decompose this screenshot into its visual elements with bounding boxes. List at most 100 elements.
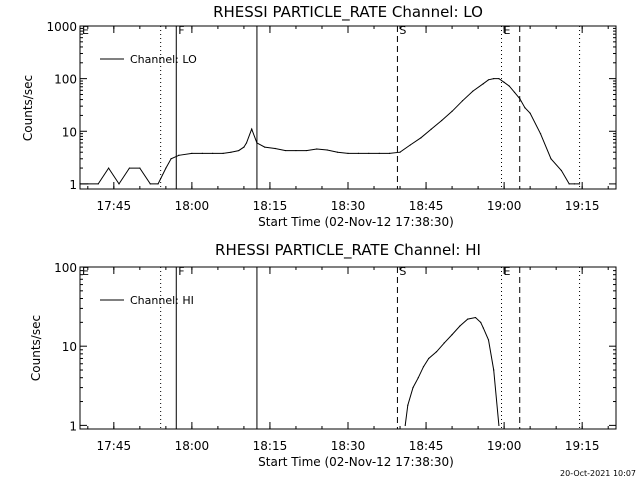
- x-tick-label: 18:45: [409, 439, 444, 453]
- data-point: [316, 148, 318, 150]
- data-point: [482, 327, 484, 329]
- y-tick-label: 100: [54, 73, 77, 87]
- data-point: [178, 154, 180, 156]
- data-point: [428, 357, 430, 360]
- marker-label: E: [82, 265, 89, 278]
- data-point: [212, 152, 214, 154]
- series-line-hi: [404, 316, 500, 426]
- data-point: [459, 325, 461, 327]
- data-point: [404, 424, 406, 426]
- data-point: [482, 83, 484, 85]
- data-point: [407, 404, 409, 406]
- legend-label: Channel: HI: [130, 294, 194, 307]
- data-point: [498, 78, 500, 80]
- data-point: [139, 167, 141, 169]
- data-point: [508, 85, 510, 87]
- data-point: [326, 149, 328, 151]
- marker-label: E: [504, 265, 511, 278]
- data-point: [251, 128, 253, 130]
- legend-label: Channel: LO: [130, 53, 197, 66]
- data-point: [97, 183, 99, 185]
- data-point: [284, 149, 287, 152]
- data-point: [256, 142, 258, 144]
- x-tick-label: 17:45: [97, 439, 132, 453]
- x-tick-label: 18:30: [331, 439, 366, 453]
- generation-timestamp: 20-Oct-2021 10:07: [560, 469, 636, 478]
- data-point: [149, 183, 151, 185]
- data-point: [487, 79, 490, 81]
- data-point: [305, 149, 307, 152]
- marker-label: S: [399, 24, 406, 37]
- x-tick-label: 17:45: [97, 199, 132, 213]
- data-point: [128, 167, 131, 169]
- marker-label: F: [178, 265, 184, 278]
- data-point: [87, 183, 89, 185]
- y-tick-label: 1: [69, 178, 77, 192]
- data-point: [191, 152, 193, 154]
- data-point: [245, 142, 248, 144]
- data-point: [451, 334, 453, 336]
- chart-title: RHESSI PARTICLE_RATE Channel: HI: [215, 241, 481, 260]
- x-tick-label: 19:15: [565, 439, 600, 453]
- data-point: [417, 377, 419, 379]
- y-tick-label: 10: [62, 340, 77, 354]
- data-point: [498, 424, 500, 426]
- data-point: [157, 183, 159, 185]
- data-point: [550, 158, 552, 160]
- data-point: [399, 151, 401, 153]
- x-tick-label: 19:15: [565, 199, 600, 213]
- data-point: [519, 97, 521, 100]
- data-point: [368, 152, 370, 154]
- data-point: [493, 369, 495, 371]
- data-point: [560, 169, 562, 172]
- data-point: [487, 339, 490, 341]
- data-point: [108, 167, 110, 169]
- data-point: [441, 119, 443, 122]
- data-point: [264, 146, 266, 148]
- x-tick-label: 18:00: [175, 199, 210, 213]
- y-axis-label: Counts/sec: [29, 315, 43, 381]
- data-point: [443, 342, 445, 344]
- x-tick-label: 18:30: [331, 199, 366, 213]
- data-point: [513, 91, 516, 93]
- data-point: [430, 128, 432, 130]
- data-point: [529, 112, 531, 114]
- x-tick-label: 18:00: [175, 439, 210, 453]
- data-point: [409, 144, 412, 146]
- data-point: [461, 100, 464, 102]
- data-point: [568, 183, 570, 185]
- data-point: [378, 152, 380, 154]
- y-tick-label: 10: [62, 125, 77, 139]
- data-point: [422, 366, 425, 368]
- data-point: [336, 151, 339, 153]
- x-tick-label: 18:15: [253, 199, 288, 213]
- marker-label: F: [178, 24, 184, 37]
- data-point: [238, 149, 240, 152]
- data-point: [222, 152, 224, 154]
- x-axis-label: Start Time (02-Nov-12 17:38:30): [258, 455, 454, 469]
- data-point: [539, 133, 542, 135]
- data-point: [118, 183, 120, 185]
- data-point: [573, 183, 575, 185]
- marker-label: E: [82, 24, 89, 37]
- panel-lo: RHESSI PARTICLE_RATE Channel: LO 1 10 100 10…: [21, 3, 617, 229]
- y-tick-label: 100: [54, 261, 77, 275]
- data-point: [480, 321, 482, 323]
- data-point: [165, 167, 167, 169]
- data-point: [524, 107, 526, 109]
- x-tick-label: 18:45: [409, 199, 444, 213]
- x-tick-label: 19:00: [487, 199, 522, 213]
- series-line-lo: [80, 78, 580, 185]
- chart-title: RHESSI PARTICLE_RATE Channel: LO: [213, 3, 483, 22]
- y-tick-label: 1: [69, 419, 77, 433]
- data-point: [274, 147, 276, 150]
- data-point: [451, 110, 453, 112]
- data-point: [347, 152, 349, 154]
- data-point: [474, 316, 477, 319]
- y-tick-label: 1000: [46, 20, 77, 34]
- x-axis-label: Start Time (02-Nov-12 17:38:30): [258, 215, 454, 229]
- data-point: [357, 152, 360, 154]
- data-point: [170, 158, 172, 160]
- data-point: [230, 151, 232, 153]
